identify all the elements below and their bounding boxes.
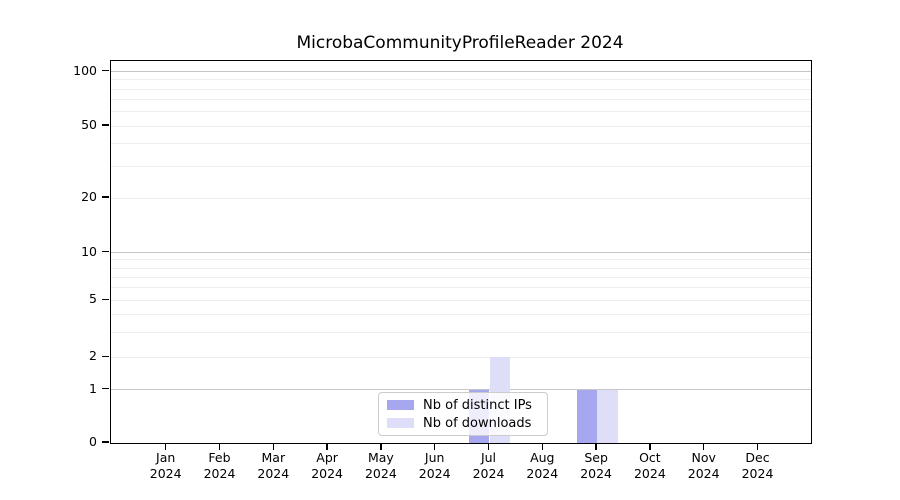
gridline-y-50 [111,125,811,127]
y-tick-mark-50 [102,124,109,126]
y-tick-label-20: 20 [81,189,97,204]
chart-title: MicrobaCommunityProfileReader 2024 [296,33,624,53]
y-tick-label-100: 100 [73,62,97,78]
x-tick-label-oct: Oct 2024 [633,450,666,481]
x-tick-label-may: May 2024 [364,450,397,481]
downloads-swatch [387,418,414,428]
x-tick-label-mar: Mar 2024 [257,450,290,481]
x-tick-label-apr: Apr 2024 [311,450,343,481]
legend-label-downloads: Nb of downloads [423,415,532,431]
y-tick-label-1: 1 [89,380,97,396]
legend: Nb of distinct IPs Nb of downloads [378,392,548,436]
gridline-y-9 [111,259,811,261]
distinct-ips-swatch [387,400,414,410]
x-tick-label-jan: Jan 2024 [149,450,182,481]
legend-label-distinct-ips: Nb of distinct IPs [423,397,532,413]
y-tick-label-50: 50 [81,117,97,132]
x-tick-mark-feb [218,443,221,450]
x-tick-label-jul: Jul 2024 [472,450,505,481]
gridline-y-30 [111,165,811,167]
gridline-y-8 [111,267,811,269]
gridline-y-2 [111,356,811,358]
y-tick-mark-20 [102,196,109,198]
legend-item-downloads: Nb of downloads [387,416,547,431]
x-tick-mark-sep [595,443,597,450]
y-tick-mark-5 [102,298,109,300]
x-tick-label-dec: Dec 2024 [741,450,774,481]
x-tick-mark-may [380,443,382,450]
x-tick-label-feb: Feb 2024 [203,450,236,481]
y-tick-mark-100 [102,70,109,72]
y-tick-label-0: 0 [89,434,97,449]
gridline-y-10 [111,252,811,254]
gridline-y-70 [111,99,811,101]
x-tick-label-nov: Nov 2024 [687,450,720,481]
x-tick-label-aug: Aug 2024 [526,450,559,481]
gridline-y-1 [111,389,811,390]
bar-sep-2024-downloads [597,389,618,443]
x-tick-mark-jul [487,443,490,450]
gridline-y-40 [111,143,811,145]
gridline-y-4 [111,313,811,315]
y-tick-label-2: 2 [89,348,97,364]
x-tick-mark-dec [756,443,759,450]
gridline-y-80 [111,88,811,90]
y-tick-label-10: 10 [81,243,97,259]
x-tick-mark-mar [272,443,274,450]
gridline-y-20 [111,197,811,199]
gridline-y-6 [111,287,811,289]
x-tick-mark-oct [649,443,651,450]
x-tick-mark-apr [326,443,328,450]
y-tick-mark-1 [102,387,109,390]
gridline-y-100 [111,71,811,73]
legend-item-distinct-ips: Nb of distinct IPs [387,398,547,413]
x-tick-label-jun: Jun 2024 [418,450,451,481]
x-tick-mark-jun [434,443,436,450]
plot-area: Nb of distinct IPs Nb of downloads [110,60,812,444]
y-tick-mark-10 [102,251,109,253]
gridline-y-90 [111,79,811,81]
gridline-y-3 [111,331,811,333]
y-tick-mark-2 [102,355,109,357]
gridline-y-60 [111,111,811,113]
x-tick-label-sep: Sep 2024 [580,450,612,481]
y-tick-label-5: 5 [89,291,97,307]
x-tick-mark-jan [165,443,167,450]
x-tick-mark-aug [541,443,543,450]
x-tick-mark-nov [703,443,705,450]
gridline-y-7 [111,276,811,278]
bar-sep-2024-distinct-ips [576,389,598,443]
y-tick-mark-0 [102,441,109,443]
gridline-y-5 [111,299,811,301]
